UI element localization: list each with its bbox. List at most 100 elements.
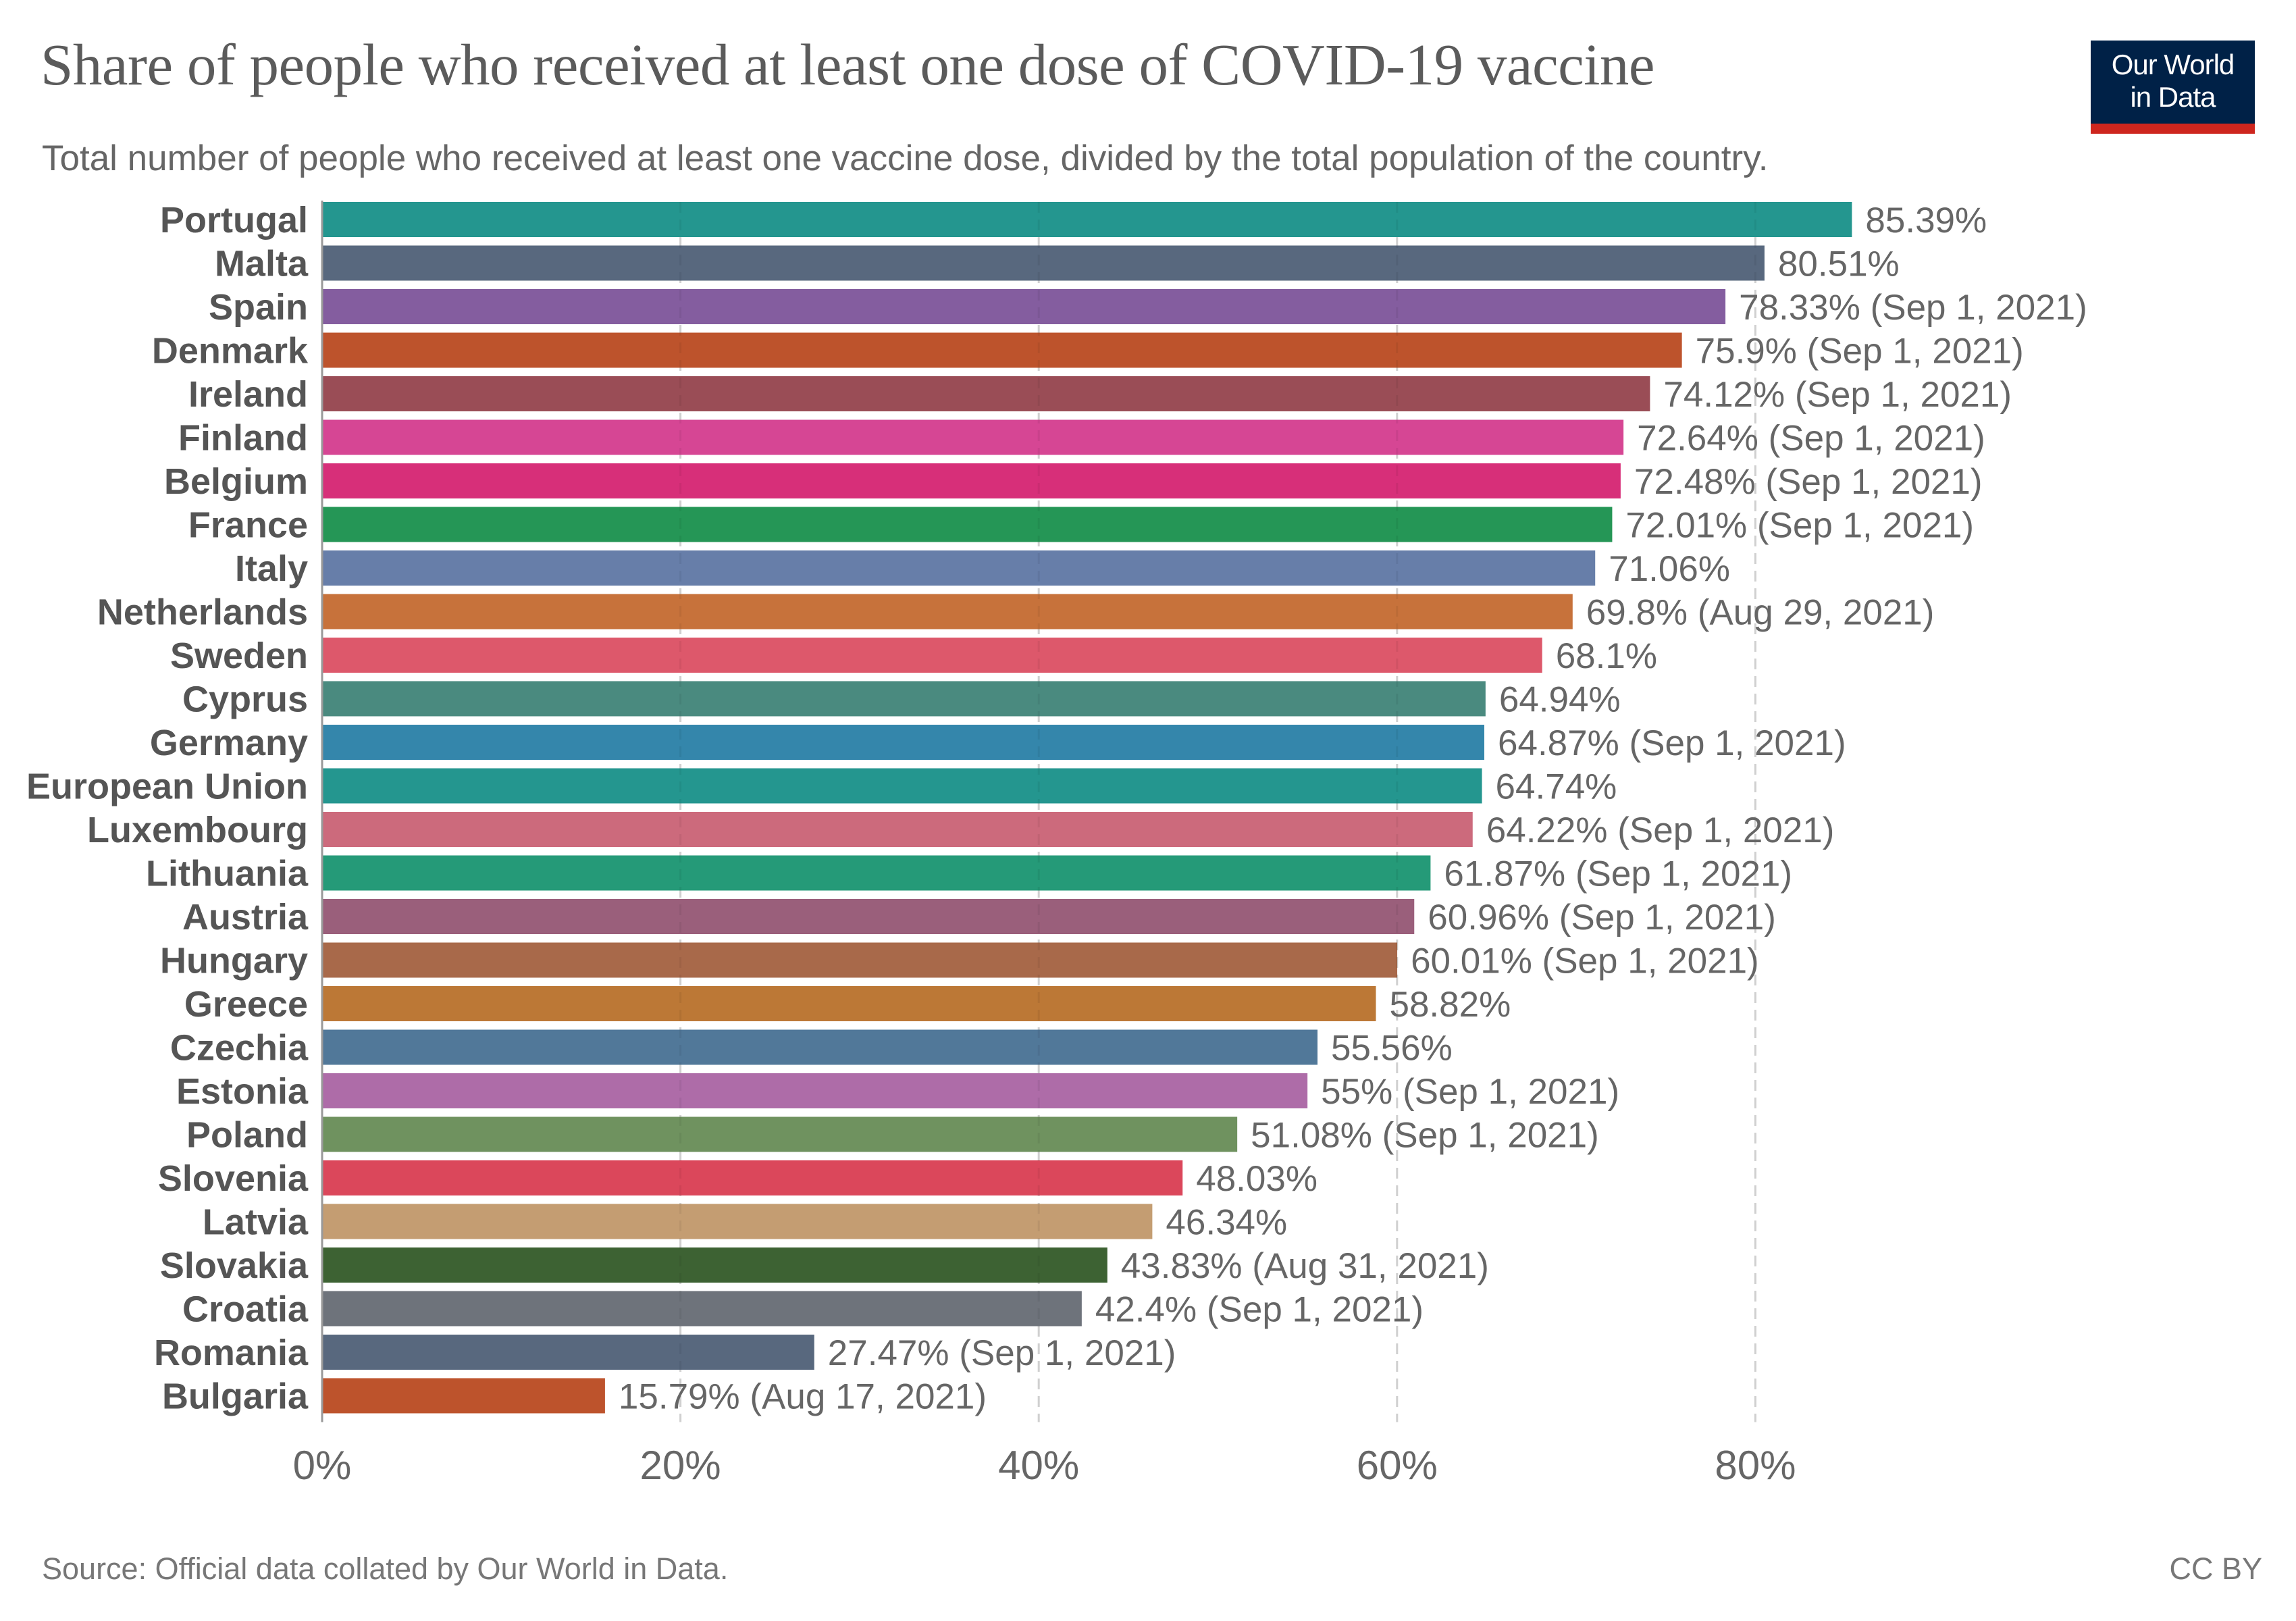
value-label: 60.96% (Sep 1, 2021) — [1428, 898, 1776, 937]
value-label: 75.9% (Sep 1, 2021) — [1696, 332, 2024, 371]
value-label: 72.01% (Sep 1, 2021) — [1625, 506, 1974, 546]
category-label[interactable]: Cyprus — [182, 679, 308, 720]
value-label: 85.39% — [1865, 201, 1987, 240]
category-label[interactable]: Hungary — [160, 941, 308, 981]
bar-cyprus[interactable] — [322, 681, 1486, 717]
category-label[interactable]: Italy — [235, 548, 308, 589]
value-label: 58.82% — [1389, 985, 1511, 1025]
bar-romania[interactable] — [322, 1335, 814, 1370]
category-label[interactable]: France — [188, 505, 308, 546]
bar-austria[interactable] — [322, 899, 1415, 934]
value-label: 71.06% — [1609, 549, 1730, 589]
category-label[interactable]: Netherlands — [97, 592, 308, 633]
value-label: 64.22% (Sep 1, 2021) — [1486, 810, 1835, 850]
category-label[interactable]: Luxembourg — [87, 810, 308, 850]
category-label[interactable]: Finland — [178, 418, 308, 459]
category-label[interactable]: Poland — [186, 1115, 308, 1156]
x-tick-label: 60% — [1357, 1443, 1438, 1488]
category-label[interactable]: Romania — [154, 1333, 309, 1373]
bar-slovakia[interactable] — [322, 1247, 1107, 1283]
category-label[interactable]: Bulgaria — [162, 1376, 309, 1417]
x-tick-label: 80% — [1715, 1443, 1796, 1488]
category-label[interactable]: Denmark — [152, 331, 309, 371]
bar-france[interactable] — [322, 507, 1613, 542]
logo-line-2: in Data — [2130, 81, 2216, 113]
bar-netherlands[interactable] — [322, 594, 1573, 629]
owid-logo[interactable]: Our World in Data — [2091, 41, 2255, 134]
bar-ireland[interactable] — [322, 376, 1650, 411]
bar-european-union[interactable] — [322, 768, 1482, 804]
value-label: 55% (Sep 1, 2021) — [1321, 1072, 1619, 1112]
category-label[interactable]: Austria — [182, 897, 309, 937]
value-label: 64.87% (Sep 1, 2021) — [1498, 723, 1846, 763]
category-label[interactable]: Czechia — [170, 1028, 309, 1069]
category-label[interactable]: Estonia — [176, 1071, 309, 1112]
category-label[interactable]: Slovenia — [158, 1158, 309, 1199]
value-label: 72.64% (Sep 1, 2021) — [1637, 419, 1985, 459]
category-label[interactable]: Belgium — [164, 461, 308, 502]
bar-finland[interactable] — [322, 419, 1624, 455]
grid-overlay — [679, 202, 1756, 1422]
category-label[interactable]: European Union — [26, 767, 308, 807]
bar-belgium[interactable] — [322, 463, 1621, 498]
value-label: 78.33% (Sep 1, 2021) — [1739, 288, 2087, 328]
category-label[interactable]: Sweden — [170, 636, 308, 676]
value-label: 74.12% (Sep 1, 2021) — [1663, 375, 2012, 415]
x-tick-label: 40% — [998, 1443, 1079, 1488]
value-label: 42.4% (Sep 1, 2021) — [1095, 1290, 1424, 1330]
bar-denmark[interactable] — [322, 332, 1682, 368]
category-label[interactable]: Portugal — [160, 200, 308, 240]
bar-hungary[interactable] — [322, 942, 1398, 978]
source-note: Source: Official data collated by Our Wo… — [42, 1551, 729, 1586]
logo-line-1: Our World — [2111, 49, 2235, 80]
bar-latvia[interactable] — [322, 1204, 1153, 1239]
license-link[interactable]: CC BY — [2169, 1551, 2262, 1586]
bar-poland[interactable] — [322, 1116, 1238, 1152]
bar-portugal[interactable] — [322, 202, 1852, 237]
bar-spain[interactable] — [322, 289, 1726, 324]
value-label: 15.79% (Aug 17, 2021) — [619, 1377, 987, 1417]
value-label: 64.74% — [1496, 767, 1617, 807]
value-label: 46.34% — [1166, 1203, 1287, 1243]
bar-chart: Portugal 85.39% Malta 80.51% Spain 78.33% (Se… — [26, 200, 2087, 1488]
bar-malta[interactable] — [322, 245, 1765, 281]
category-label[interactable]: Greece — [184, 984, 308, 1025]
value-label: 80.51% — [1778, 245, 1900, 284]
bar-greece[interactable] — [322, 986, 1376, 1021]
bar-croatia[interactable] — [322, 1291, 1082, 1327]
category-label[interactable]: Latvia — [203, 1202, 309, 1243]
category-label[interactable]: Germany — [150, 723, 308, 763]
logo-red-band — [2091, 124, 2255, 134]
category-label[interactable]: Ireland — [188, 374, 308, 415]
bars-layer — [322, 202, 1852, 1414]
category-label[interactable]: Lithuania — [146, 854, 309, 894]
category-label[interactable]: Croatia — [182, 1289, 309, 1330]
value-label: 60.01% (Sep 1, 2021) — [1411, 942, 1759, 981]
value-label: 51.08% (Sep 1, 2021) — [1251, 1116, 1599, 1156]
bar-czechia[interactable] — [322, 1029, 1318, 1065]
bar-germany[interactable] — [322, 725, 1485, 760]
category-label[interactable]: Spain — [209, 287, 308, 328]
value-label: 43.83% (Aug 31, 2021) — [1121, 1246, 1489, 1286]
value-label: 61.87% (Sep 1, 2021) — [1444, 854, 1792, 894]
bar-lithuania[interactable] — [322, 855, 1431, 891]
value-label: 27.47% (Sep 1, 2021) — [828, 1333, 1176, 1373]
value-label: 68.1% — [1556, 636, 1657, 676]
value-label: 55.56% — [1331, 1029, 1453, 1069]
bar-slovenia[interactable] — [322, 1160, 1183, 1195]
value-label: 48.03% — [1196, 1159, 1317, 1199]
chart-subtitle: Total number of people who received at l… — [42, 138, 1769, 178]
bar-estonia[interactable] — [322, 1073, 1308, 1108]
value-label: 72.48% (Sep 1, 2021) — [1634, 462, 1983, 502]
value-label: 69.8% (Aug 29, 2021) — [1586, 593, 1935, 633]
x-tick-label: 0% — [293, 1443, 352, 1488]
bar-luxembourg[interactable] — [322, 812, 1473, 847]
x-tick-label: 20% — [640, 1443, 721, 1488]
axis-layer: 0% 20% 40% 60% 80% — [293, 201, 1796, 1488]
category-label[interactable]: Malta — [215, 244, 309, 284]
bar-italy[interactable] — [322, 550, 1596, 586]
bar-bulgaria[interactable] — [322, 1378, 605, 1414]
value-label: 64.94% — [1499, 680, 1621, 720]
category-label[interactable]: Slovakia — [160, 1245, 309, 1286]
bar-sweden[interactable] — [322, 638, 1542, 673]
